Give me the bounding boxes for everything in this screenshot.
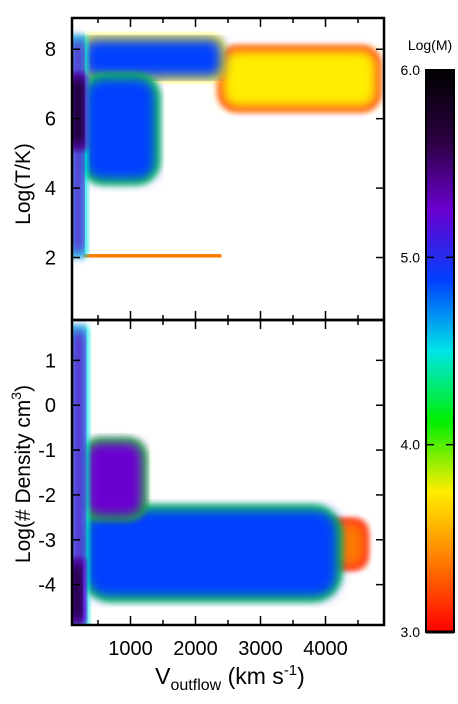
y-tick-label: 8 [45, 39, 56, 61]
bottom-y-ticks: 1 0 -1 -2 -3 -4 [38, 350, 384, 597]
bottom-x-ticks: 1000 2000 3000 4000 [108, 638, 348, 660]
y-tick-label: -1 [38, 440, 56, 462]
region-t2-floor-line [83, 254, 222, 258]
bottom-heatmap [72, 320, 369, 625]
x-tick-label: 1000 [108, 638, 153, 660]
top-heatmap [72, 18, 382, 320]
bottom-panel-frame [70, 318, 386, 627]
region-core-column [72, 562, 82, 621]
xlabel-close: ) [297, 663, 305, 689]
top-y-axis-label: Log(T/K) [12, 143, 35, 225]
region-mid-plume [83, 77, 157, 182]
y-tick-label: 4 [45, 178, 56, 200]
colorbar-ticks: 3.0 4.0 5.0 6.0 [401, 62, 454, 640]
bottom-panel: 1 0 -1 -2 -3 -4 1000 2000 3000 4000 Log(# Densit… [8, 318, 386, 694]
ylabel-close: ) [12, 385, 35, 392]
x-axis-label: Voutflow (km s-1) [155, 662, 305, 694]
x-tick-label: 4000 [303, 638, 348, 660]
y-tick-label: -4 [38, 575, 56, 597]
y-tick-label: 6 [45, 109, 56, 131]
region-diffuse-tongue [85, 508, 339, 599]
ylabel-main: Log(# Density cm [12, 400, 35, 563]
colorbar-gradient [426, 70, 454, 632]
y-tick-label: 2 [45, 248, 56, 270]
bottom-y-axis-label: Log(# Density cm3) [8, 385, 35, 563]
xlabel-exp: -1 [284, 662, 297, 679]
y-tick-label: -3 [38, 530, 56, 552]
region-hot-band [83, 38, 222, 78]
x-tick-label: 3000 [238, 638, 283, 660]
colorbar-tick-label: 3.0 [401, 624, 421, 640]
region-base-column [72, 328, 85, 625]
region-hot-band-tail [221, 49, 378, 109]
colorbar-tick-label: 4.0 [401, 437, 421, 453]
x-tick-label: 2000 [173, 638, 218, 660]
colorbar-tick-label: 6.0 [401, 62, 421, 78]
xlabel-sub: outflow [171, 677, 222, 694]
y-tick-label: 0 [45, 395, 56, 417]
colorbar-tick-label: 5.0 [401, 249, 421, 265]
y-tick-label: 1 [45, 350, 56, 372]
xlabel-unit: (km s [221, 663, 284, 689]
ylabel-exp: 3 [8, 392, 24, 400]
y-tick-label: -2 [38, 485, 56, 507]
region-dense-shelf [85, 441, 144, 518]
xlabel-main: V [155, 663, 171, 689]
top-panel: 2 4 6 8 Log(T/K) [12, 16, 386, 322]
colorbar: Log(M) 3.0 4.0 5.0 6.0 [401, 37, 455, 640]
region-core-column [72, 77, 84, 147]
colorbar-title: Log(M) [408, 37, 452, 53]
top-y-ticks: 2 4 6 8 [45, 39, 384, 270]
